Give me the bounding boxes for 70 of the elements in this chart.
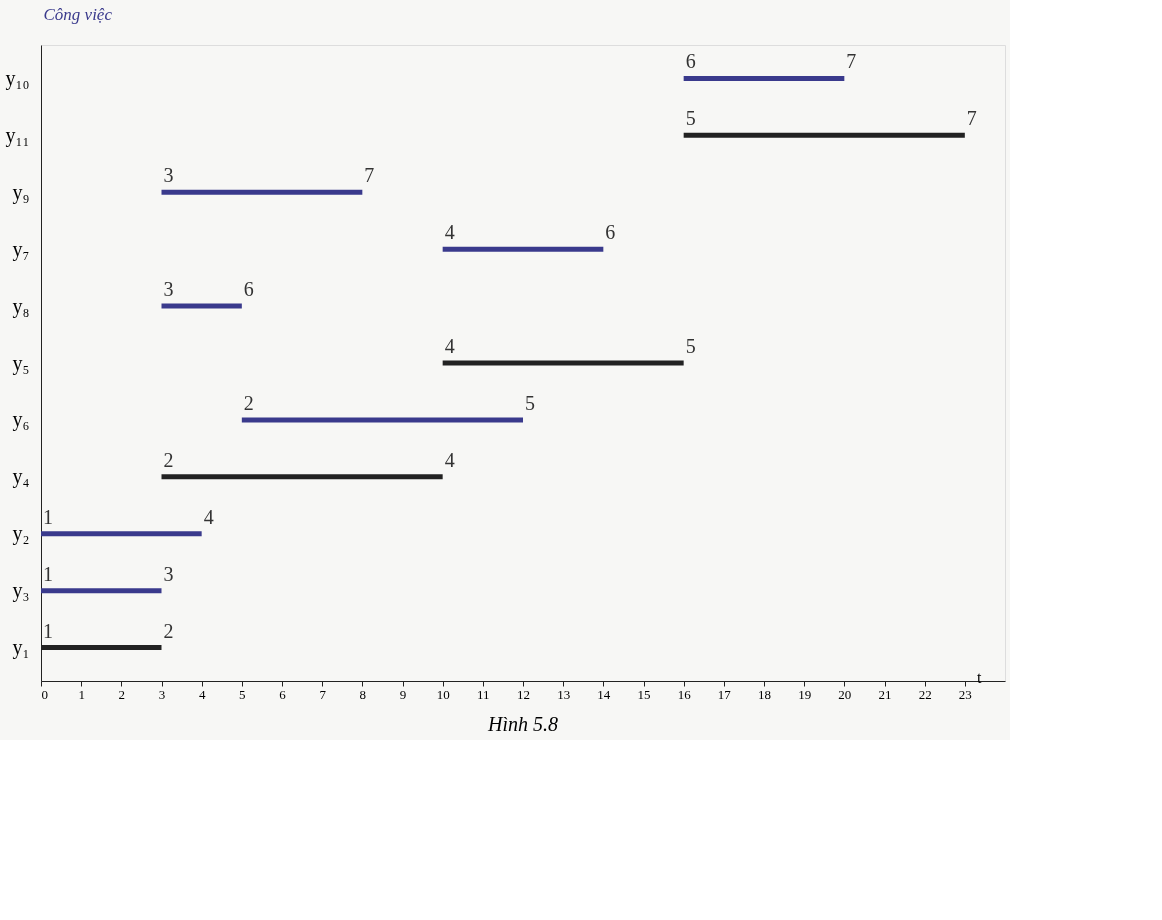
x-tick-label: 7 — [319, 686, 327, 702]
x-tick-label: 3 — [158, 686, 166, 702]
annotation: 4 — [203, 505, 214, 528]
y-axis-title: Công việc — [43, 4, 113, 24]
x-tick-label: 15 — [637, 686, 651, 702]
x-tick-label: 13 — [557, 686, 571, 702]
y-tick-label: y₇ — [12, 237, 30, 261]
x-tick-label: 9 — [399, 686, 407, 702]
annotation: 6 — [605, 221, 616, 244]
x-tick-label: 0 — [41, 686, 48, 702]
annotation: 7 — [966, 107, 977, 130]
annotation: 5 — [685, 335, 696, 357]
x-tick-label: 1 — [78, 686, 85, 702]
annotation: 4 — [444, 335, 455, 357]
x-tick-label: 20 — [838, 686, 852, 702]
bar — [161, 189, 363, 195]
x-axis-title: t — [977, 668, 983, 686]
x-tick-label: 21 — [878, 686, 892, 702]
annotation: 7 — [364, 164, 375, 187]
annotation: 1 — [43, 505, 53, 528]
y-tick-label: y₅ — [12, 351, 30, 375]
annotation: 1 — [43, 562, 53, 585]
x-tick-label: 11 — [477, 686, 490, 702]
bar — [241, 417, 523, 423]
x-tick-label: 5 — [239, 686, 246, 702]
x-tick-label: 4 — [198, 686, 206, 702]
bar — [161, 303, 242, 309]
bar — [683, 75, 845, 81]
x-tick-label: 14 — [597, 686, 611, 702]
x-tick-label: 16 — [677, 686, 692, 702]
annotation: 6 — [243, 278, 254, 301]
x-tick-label: 12 — [517, 686, 530, 702]
y-tick-label: y₆ — [12, 408, 30, 432]
annotation: 3 — [163, 278, 174, 301]
x-tick-label: 22 — [918, 686, 932, 702]
y-tick-label: y₁₁ — [5, 123, 30, 147]
text: Hình 5.8 — [487, 713, 558, 735]
bar — [41, 588, 162, 594]
annotation: 3 — [163, 562, 174, 585]
y-tick-label: y₉ — [12, 180, 30, 204]
annotation: 3 — [163, 164, 174, 187]
x-tick-label: 2 — [118, 686, 126, 702]
x-tick-label: 17 — [717, 686, 732, 702]
y-tick-label: y₄ — [12, 465, 30, 489]
annotation: 5 — [525, 391, 535, 414]
annotation: 6 — [685, 50, 696, 73]
bar — [41, 531, 202, 537]
annotation: 2 — [163, 619, 174, 642]
x-tick-label: 19 — [798, 686, 812, 702]
x-tick-label: 6 — [279, 686, 287, 702]
y-tick-label: y₂ — [12, 522, 30, 546]
annotation: 2 — [163, 448, 174, 471]
bar — [683, 132, 965, 138]
annotation: 4 — [444, 221, 455, 244]
y-tick-label: y₁₀ — [5, 66, 30, 90]
annotation: 1 — [43, 619, 53, 642]
y-tick-label: y₈ — [12, 294, 30, 318]
bar — [442, 246, 604, 252]
bar — [161, 474, 443, 480]
annotation: 4 — [444, 448, 455, 471]
bar — [442, 360, 684, 366]
y-tick-label: y₁ — [12, 636, 30, 660]
annotation: 7 — [846, 50, 857, 73]
annotation: 5 — [685, 107, 696, 130]
x-tick-label: 10 — [436, 686, 450, 702]
x-tick-label: 8 — [359, 686, 367, 702]
annotation: 2 — [243, 391, 254, 414]
x-tick-label: 23 — [958, 686, 972, 702]
x-tick-label: 18 — [758, 686, 771, 702]
y-tick-label: y₃ — [12, 579, 30, 603]
